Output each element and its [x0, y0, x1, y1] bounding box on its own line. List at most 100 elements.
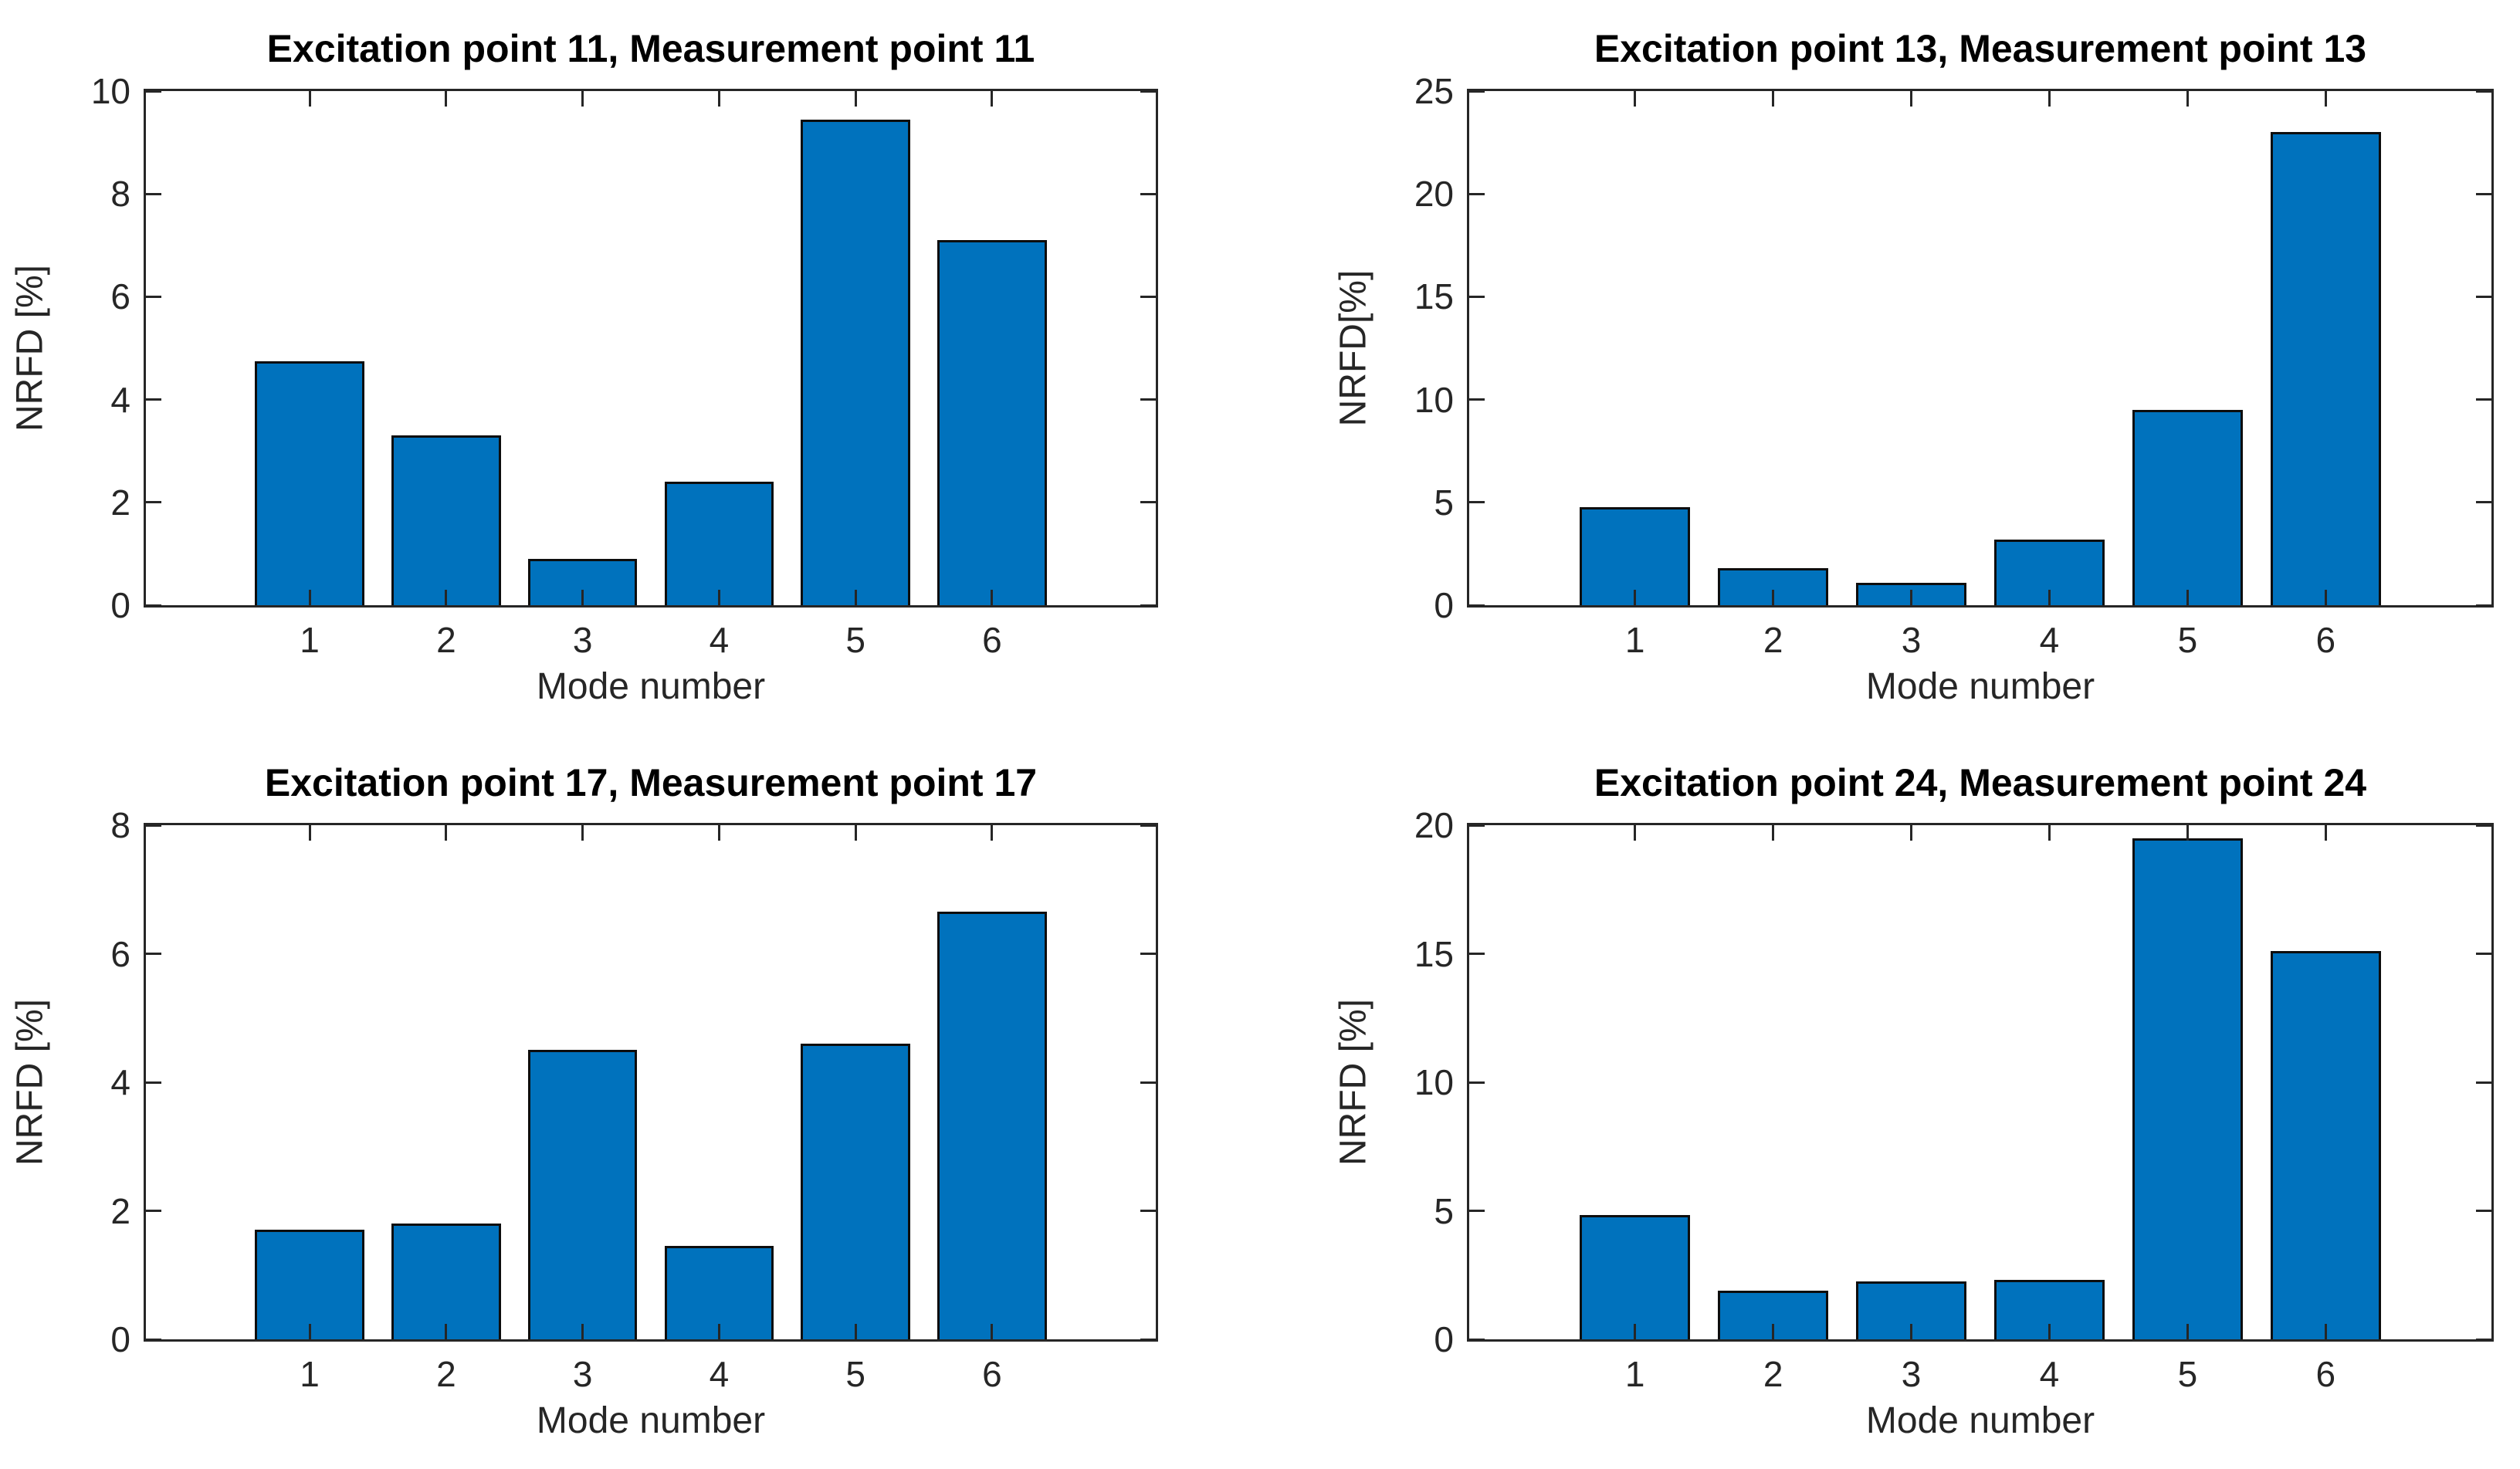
x-tick-label: 2 — [1763, 620, 1783, 660]
x-tick-label: 5 — [2177, 1354, 2198, 1394]
y-tick-mark — [146, 501, 161, 504]
x-tick-mark — [854, 91, 857, 107]
subplot-excitation-13: Excitation point 13, Measurement point 1… — [1333, 27, 2494, 707]
x-tick-label: 5 — [2177, 620, 2198, 660]
x-tick-label: 3 — [572, 620, 593, 660]
x-tick-label: 4 — [2039, 620, 2060, 660]
subplot-title: Excitation point 11, Measurement point 1… — [266, 27, 1035, 70]
y-tick-label: 5 — [1434, 482, 1454, 523]
x-tick-label: 3 — [572, 1354, 593, 1394]
y-tick-mark — [2476, 604, 2491, 607]
y-tick-label: 15 — [1414, 933, 1454, 974]
y-tick-label: 6 — [110, 933, 130, 974]
x-tick-mark — [717, 590, 720, 605]
y-tick-mark — [2476, 1338, 2491, 1341]
x-tick-mark — [1634, 1324, 1637, 1339]
y-tick-mark — [1140, 1081, 1156, 1084]
subplot-title: Excitation point 17, Measurement point 1… — [264, 761, 1038, 804]
y-tick-label: 4 — [110, 379, 130, 420]
y-tick-mark — [2476, 398, 2491, 401]
x-tick-mark — [717, 825, 720, 841]
subplot-excitation-11: Excitation point 11, Measurement point 1… — [10, 27, 1158, 707]
bar-mode-5 — [801, 119, 910, 605]
x-tick-label: 1 — [300, 620, 320, 660]
y-tick-mark — [1469, 824, 1485, 827]
x-tick-mark — [581, 91, 584, 107]
x-tick-label: 1 — [300, 1354, 320, 1394]
x-tick-mark — [445, 590, 448, 605]
x-tick-label: 5 — [845, 620, 865, 660]
y-tick-mark — [1469, 90, 1485, 93]
y-tick-mark — [146, 1338, 161, 1341]
x-axis-label: Mode number — [1865, 666, 2095, 707]
y-tick-label: 2 — [110, 1190, 130, 1231]
x-tick-mark — [1634, 590, 1637, 605]
y-tick-mark — [1140, 1210, 1156, 1212]
x-tick-mark — [1910, 590, 1913, 605]
bar-mode-2 — [1718, 1290, 1829, 1339]
y-tick-mark — [1140, 398, 1156, 401]
y-tick-label: 0 — [110, 1319, 130, 1359]
y-tick-mark — [2476, 295, 2491, 298]
x-tick-mark — [581, 1324, 584, 1339]
x-tick-mark — [1910, 91, 1913, 107]
x-axis-label: Mode number — [536, 666, 766, 707]
x-tick-mark — [2048, 825, 2051, 841]
bar-mode-4 — [664, 1246, 774, 1339]
x-tick-mark — [308, 590, 311, 605]
y-tick-mark — [1140, 1338, 1156, 1341]
x-tick-mark — [1634, 825, 1637, 841]
x-tick-label: 2 — [436, 620, 456, 660]
x-tick-mark — [581, 825, 584, 841]
y-tick-mark — [1469, 1210, 1485, 1212]
bar-mode-5 — [2132, 838, 2243, 1339]
bar-mode-6 — [937, 240, 1047, 605]
y-tick-label: 8 — [110, 174, 130, 215]
y-axis-label: NRFD[%] — [1333, 269, 1374, 427]
y-tick-mark — [1140, 604, 1156, 607]
y-tick-label: 20 — [1414, 805, 1454, 845]
x-tick-label: 4 — [709, 1354, 730, 1394]
x-tick-mark — [991, 91, 994, 107]
x-tick-label: 3 — [1901, 1354, 1922, 1394]
y-tick-mark — [1469, 953, 1485, 955]
y-tick-mark — [1469, 1081, 1485, 1084]
y-tick-mark — [2476, 953, 2491, 955]
y-tick-mark — [146, 1081, 161, 1084]
y-tick-mark — [146, 295, 161, 298]
y-tick-mark — [146, 953, 161, 955]
x-axis-label: Mode number — [1865, 1400, 2095, 1441]
bar-mode-3 — [527, 1050, 638, 1339]
x-tick-mark — [1772, 91, 1775, 107]
y-tick-label: 0 — [1434, 585, 1454, 625]
x-tick-mark — [308, 91, 311, 107]
y-tick-mark — [1140, 501, 1156, 504]
y-tick-label: 2 — [110, 482, 130, 523]
x-tick-mark — [991, 590, 994, 605]
x-tick-mark — [1910, 1324, 1913, 1339]
x-tick-label: 6 — [2315, 1354, 2336, 1394]
x-tick-mark — [2324, 91, 2327, 107]
x-tick-label: 6 — [2315, 620, 2336, 660]
y-tick-label: 15 — [1414, 276, 1454, 317]
x-tick-label: 1 — [1624, 620, 1645, 660]
x-tick-mark — [1634, 91, 1637, 107]
y-tick-mark — [146, 604, 161, 607]
x-tick-mark — [2048, 91, 2051, 107]
bar-mode-4 — [664, 482, 774, 605]
x-tick-mark — [308, 1324, 311, 1339]
x-tick-mark — [717, 91, 720, 107]
x-tick-label: 6 — [982, 1354, 1002, 1394]
y-tick-label: 5 — [1434, 1190, 1454, 1231]
y-tick-mark — [1140, 90, 1156, 93]
x-tick-mark — [1772, 1324, 1775, 1339]
x-tick-label: 3 — [1901, 620, 1922, 660]
x-tick-mark — [2186, 1324, 2189, 1339]
y-tick-label: 6 — [110, 276, 130, 317]
y-tick-mark — [146, 824, 161, 827]
x-tick-label: 1 — [1624, 1354, 1645, 1394]
x-tick-label: 4 — [2039, 1354, 2060, 1394]
y-tick-label: 0 — [1434, 1319, 1454, 1359]
x-tick-mark — [991, 1324, 994, 1339]
y-tick-label: 8 — [110, 805, 130, 845]
